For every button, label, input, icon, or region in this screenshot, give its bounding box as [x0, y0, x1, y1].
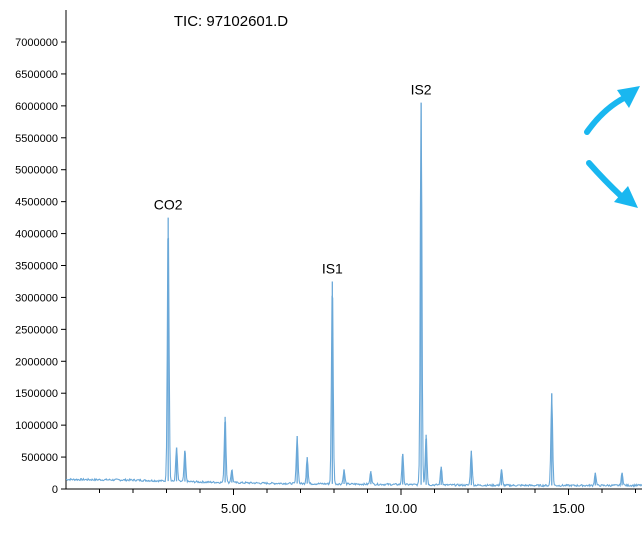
y-tick-label: 7000000	[15, 37, 58, 49]
y-tick-label: 6500000	[15, 69, 58, 81]
tic-trace	[65, 102, 642, 488]
arrow-down-right-shaft	[586, 160, 624, 199]
peak-label-co2: CO2	[154, 197, 183, 213]
x-tick-label: 5.00	[221, 501, 246, 516]
y-tick-label: 0	[52, 484, 58, 496]
y-tick-label: 500000	[21, 452, 58, 464]
chart-title: TIC: 97102601.D	[174, 13, 288, 30]
direction-arrows	[584, 86, 640, 208]
arrow-down-right-head	[614, 186, 638, 208]
y-tick-label: 4000000	[15, 229, 58, 241]
arrow-up-right-shaft	[584, 94, 629, 135]
peak-labels: CO2IS1IS2IS3IS4	[154, 82, 432, 277]
x-tick-label: 15.00	[552, 501, 585, 516]
y-tick-label: 6000000	[15, 101, 58, 113]
x-tick-label: 10.00	[385, 501, 418, 516]
y-axis: 0 500000 1000000 1500000 2000000 2500000 30000…	[15, 10, 67, 496]
peak-label-is2: IS2	[411, 82, 432, 98]
y-tick-label: 3000000	[15, 292, 58, 304]
y-tick-label: 3500000	[15, 261, 58, 273]
y-tick-label: 4500000	[15, 197, 58, 209]
y-tick-label: 5500000	[15, 133, 58, 145]
tic-line	[65, 102, 642, 488]
y-tick-label: 1000000	[15, 420, 58, 432]
arrow-up-right-head	[617, 86, 640, 108]
y-tick-label: 2000000	[15, 356, 58, 368]
y-tick-label: 5000000	[15, 165, 58, 177]
peak-label-is1: IS1	[322, 260, 343, 276]
y-tick-label: 1500000	[15, 388, 58, 400]
y-tick-label: 2500000	[15, 324, 58, 336]
